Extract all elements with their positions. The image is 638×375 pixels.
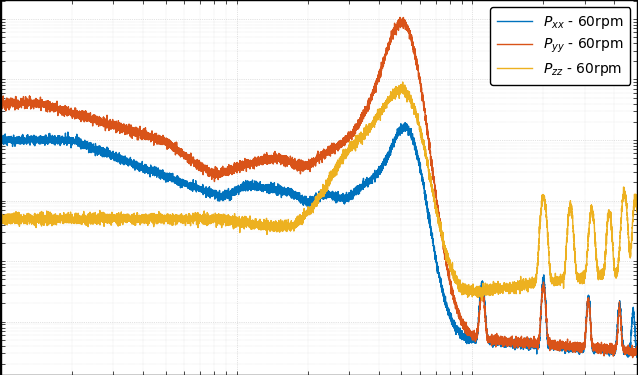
- $P_{yy}$ - 60rpm: [0, 100, 4, 105]
- $P_{zz}$ - 60rpm: [0, 222, 4, 226]
- Line: $P_{zz}$ - 60rpm: $P_{zz}$ - 60rpm: [1, 82, 637, 300]
- $P_{yy}$ - 60rpm: [227, 163, 235, 168]
- $P_{xx}$ - 60rpm: [374, 172, 382, 177]
- $P_{yy}$ - 60rpm: [469, 330, 477, 335]
- $P_{xx}$ - 60rpm: [469, 336, 477, 341]
- $P_{xx}$ - 60rpm: [401, 120, 409, 125]
- Line: $P_{xx}$ - 60rpm: $P_{xx}$ - 60rpm: [1, 123, 637, 357]
- $P_{yy}$ - 60rpm: [503, 337, 510, 341]
- $P_{yy}$ - 60rpm: [401, 22, 409, 26]
- $P_{zz}$ - 60rpm: [478, 298, 486, 303]
- $P_{zz}$ - 60rpm: [374, 117, 382, 122]
- $P_{xx}$ - 60rpm: [634, 355, 638, 360]
- $P_{zz}$ - 60rpm: [401, 92, 409, 96]
- $P_{zz}$ - 60rpm: [399, 80, 406, 84]
- $P_{zz}$ - 60rpm: [634, 209, 638, 213]
- $P_{zz}$ - 60rpm: [227, 217, 235, 222]
- $P_{xx}$ - 60rpm: [503, 340, 510, 345]
- $P_{yy}$ - 60rpm: [629, 356, 637, 360]
- $P_{xx}$ - 60rpm: [0, 138, 4, 142]
- $P_{xx}$ - 60rpm: [401, 129, 409, 134]
- $P_{zz}$ - 60rpm: [469, 291, 477, 296]
- $P_{zz}$ - 60rpm: [503, 289, 510, 294]
- $P_{zz}$ - 60rpm: [29, 219, 36, 223]
- $P_{yy}$ - 60rpm: [374, 79, 382, 83]
- Legend: $P_{xx}$ - 60rpm, $P_{yy}$ - 60rpm, $P_{zz}$ - 60rpm: $P_{xx}$ - 60rpm, $P_{yy}$ - 60rpm, $P_{…: [490, 8, 630, 85]
- Line: $P_{yy}$ - 60rpm: $P_{yy}$ - 60rpm: [1, 17, 637, 358]
- $P_{xx}$ - 60rpm: [29, 138, 36, 142]
- $P_{yy}$ - 60rpm: [396, 15, 404, 20]
- $P_{xx}$ - 60rpm: [227, 189, 235, 194]
- $P_{yy}$ - 60rpm: [29, 99, 36, 104]
- $P_{yy}$ - 60rpm: [634, 349, 638, 354]
- $P_{xx}$ - 60rpm: [634, 351, 638, 356]
